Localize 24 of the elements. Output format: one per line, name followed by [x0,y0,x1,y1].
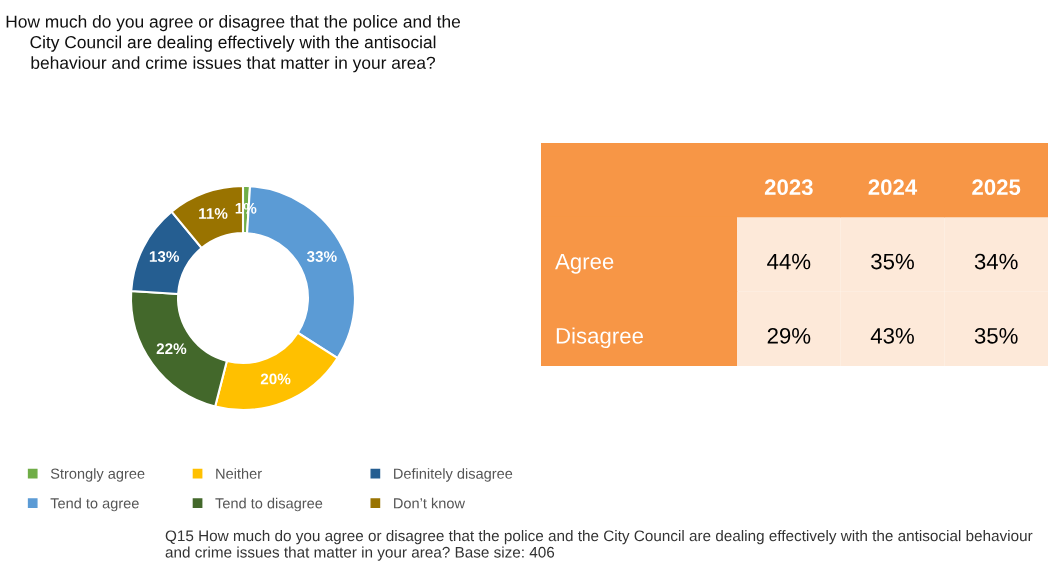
text: Q15 How much do you agree or disagree that the police and the City Council are dealing effectively with the antisocial behaviour and crime issues that matter in your area? Base size: 406 [165,530,1033,561]
data-label: 20% [260,373,291,385]
category-label: 2025 [972,179,1021,196]
text: 35% [974,327,1018,344]
text: 35% [871,253,914,270]
legend-label: Don’t know [394,497,466,509]
legend-label: Definitely disagree [394,468,513,482]
legend-label: Neither [216,468,262,479]
chart-title: How much do you agree or disagree that the police and the City Council are dealing effectively with the antisocial behaviour and crime issues that matter in your area? [6,15,461,73]
category-label: Disagree [556,327,643,349]
category-label: 2024 [868,179,918,196]
text: 34% [974,253,1018,270]
data-label: 22% [156,343,187,355]
data-label: 11% [199,208,228,219]
legend-label: Tend to agree [50,497,139,512]
data-label: 33% [306,251,337,262]
legend-label: Strongly agree [50,468,145,482]
category-label: Agree [555,253,614,274]
text: 44% [767,253,811,270]
category-label: 2023 [764,179,813,196]
text: 29% [767,327,811,344]
text: 43% [870,327,914,344]
legend-label: Tend to disagree [215,497,323,512]
data-label: 13% [149,251,180,262]
